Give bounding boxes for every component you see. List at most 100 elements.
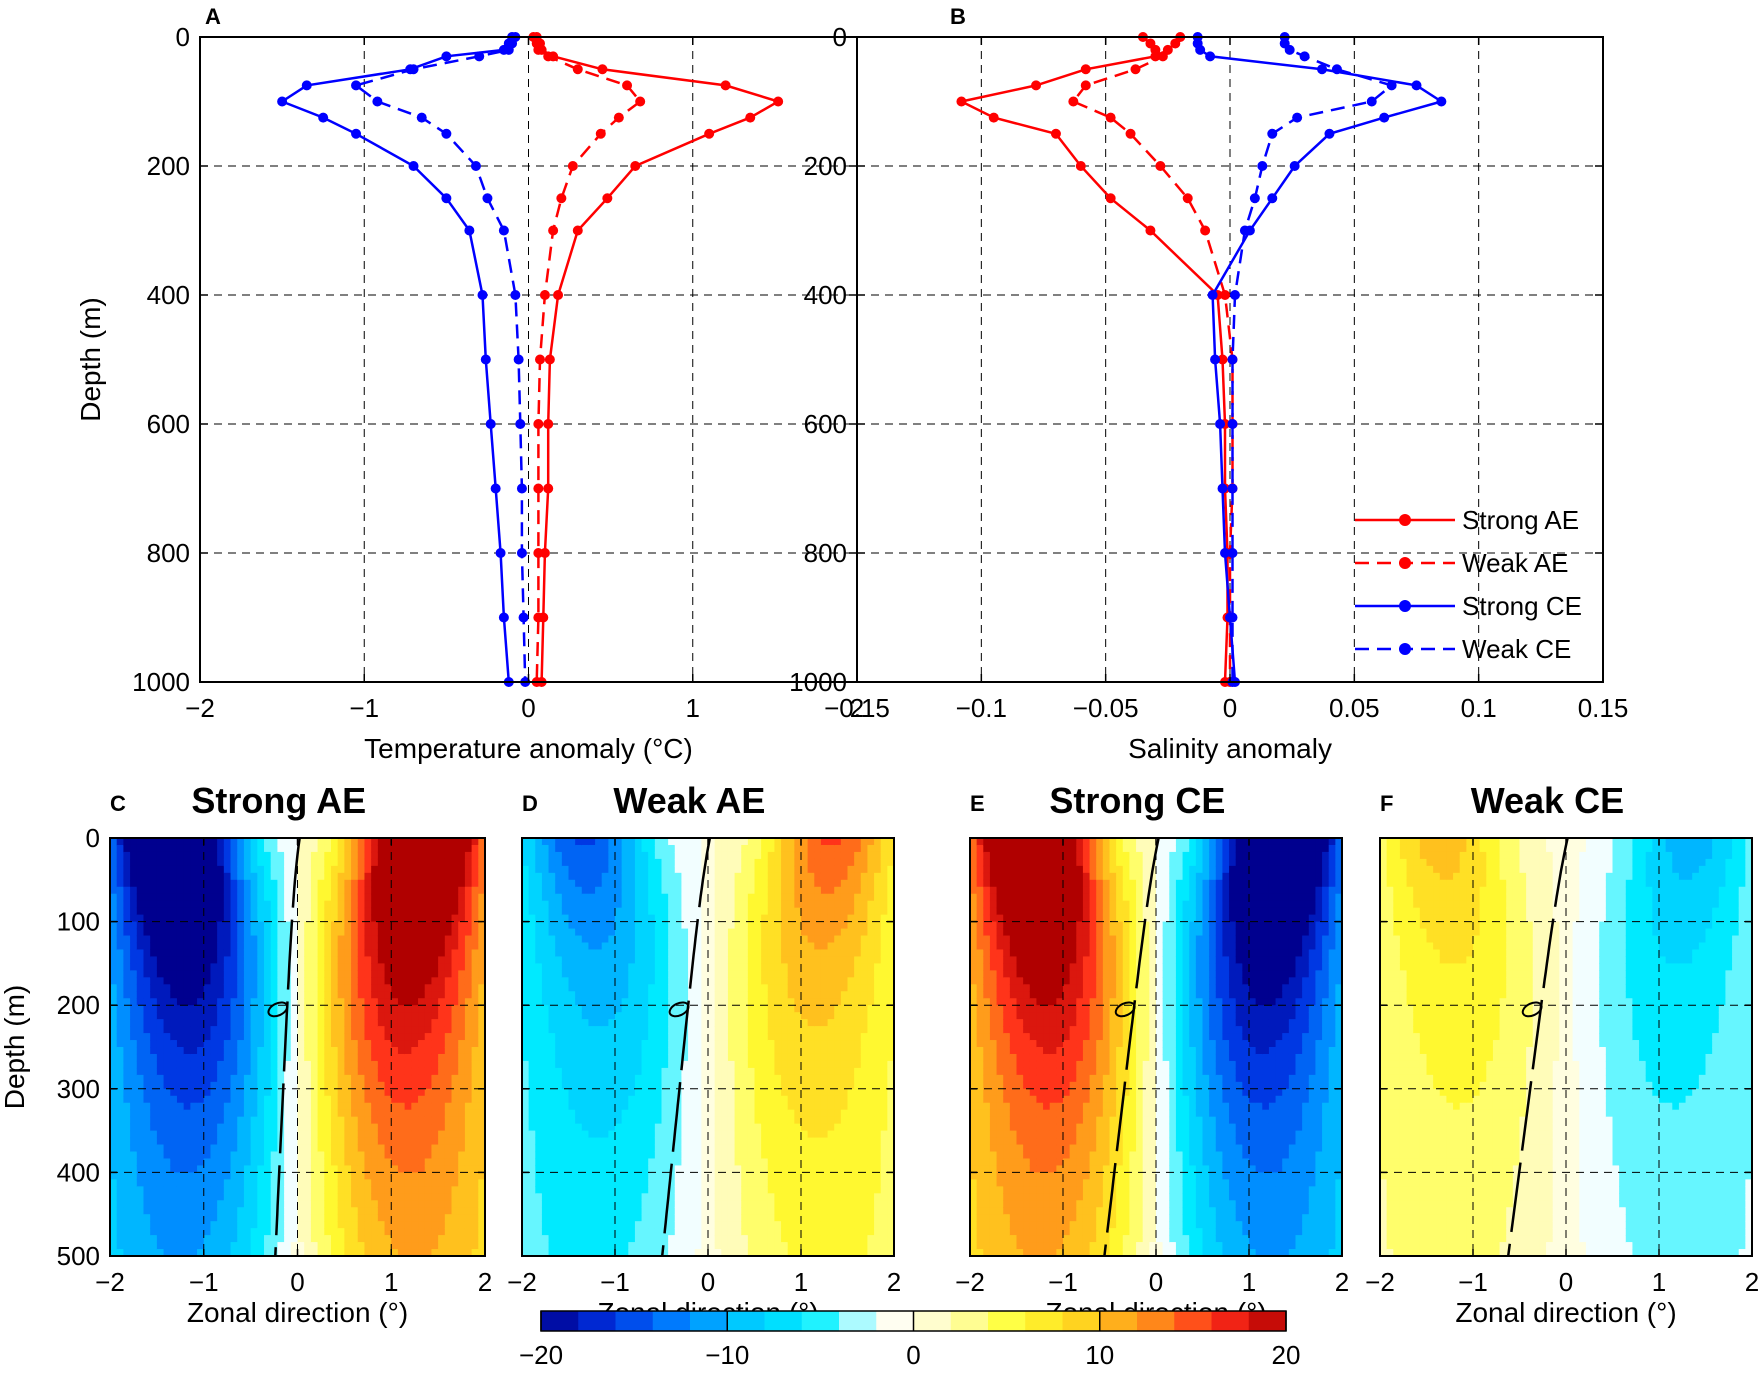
heatmap-cell	[581, 1193, 590, 1201]
heatmap-cell	[357, 838, 366, 846]
heatmap-cell	[270, 998, 279, 1006]
heatmap-cell	[337, 1060, 345, 1069]
heatmap-cell	[588, 844, 596, 853]
heatmap-cell	[116, 1249, 124, 1257]
heatmap-cell	[277, 893, 285, 902]
heatmap-cell	[535, 1228, 543, 1236]
heatmap-cell	[471, 1207, 479, 1215]
heatmap-cell	[404, 1116, 412, 1125]
heatmap-cell	[264, 844, 272, 853]
heatmap-cell	[411, 838, 419, 846]
heatmap-cell	[438, 963, 446, 971]
heatmap-cell	[324, 1144, 332, 1153]
heatmap-cell	[357, 900, 366, 909]
heatmap-cell	[464, 1200, 473, 1208]
heatmap-cell	[351, 1026, 359, 1034]
heatmap-cell	[561, 1179, 570, 1187]
heatmap-cell	[581, 1200, 590, 1208]
heatmap-cell	[197, 1012, 205, 1020]
heatmap-cell	[418, 851, 426, 860]
heatmap-cell	[471, 1123, 479, 1132]
heatmap-cell	[270, 984, 279, 992]
heatmap-cell	[156, 1088, 165, 1097]
heatmap-cell	[391, 1158, 399, 1167]
heatmap-cell	[217, 921, 225, 930]
heatmap-cell	[588, 991, 596, 999]
heatmap-cell	[351, 1116, 359, 1125]
heatmap-cell	[391, 1109, 399, 1118]
legend-label: Strong AE	[1462, 505, 1579, 535]
heatmap-cell	[357, 1005, 366, 1013]
heatmap-cell	[458, 1109, 466, 1118]
heatmap-cell	[351, 886, 359, 895]
heatmap-cell	[143, 1221, 151, 1229]
heatmap-cell	[304, 914, 312, 923]
heatmap-cell	[257, 1214, 265, 1222]
heatmap-cell	[176, 1158, 185, 1167]
heatmap-cell	[197, 1047, 205, 1055]
heatmap-cell	[391, 900, 399, 909]
heatmap-cell	[310, 991, 319, 999]
heatmap-cell	[595, 1012, 603, 1020]
heatmap-cell	[464, 865, 473, 874]
heatmap-cell	[595, 1074, 603, 1083]
heatmap-cell	[418, 865, 426, 874]
heatmap-cell	[123, 921, 131, 930]
heatmap-cell	[397, 1158, 406, 1167]
heatmap-cell	[471, 1144, 479, 1153]
heatmap-cell	[548, 1249, 556, 1257]
heatmap-cell	[411, 1060, 419, 1069]
heatmap-cell	[130, 1200, 138, 1208]
heatmap-cell	[116, 991, 124, 999]
heatmap-cell	[116, 1060, 124, 1069]
heatmap-cell	[304, 1235, 312, 1243]
heatmap-cell	[451, 1172, 459, 1180]
heatmap-cell	[270, 1144, 279, 1153]
heatmap-cell	[568, 1026, 576, 1034]
heatmap-cell	[424, 879, 433, 888]
heatmap-cell	[471, 1047, 479, 1055]
heatmap-cell	[621, 1130, 629, 1139]
heatmap-cell	[654, 879, 663, 888]
heatmap-cell	[310, 1130, 319, 1139]
heatmap-cell	[404, 1033, 412, 1041]
heatmap-cell	[310, 1019, 319, 1027]
heatmap-cell	[661, 1081, 669, 1090]
heatmap-cell	[418, 1067, 426, 1076]
heatmap-cell	[136, 1221, 145, 1229]
heatmap-cell	[478, 1047, 486, 1055]
heatmap-cell	[608, 1047, 616, 1055]
heatmap-cell	[391, 865, 399, 874]
heatmap-cell	[377, 921, 386, 930]
heatmap-cell	[264, 1172, 272, 1180]
heatmap-cell	[351, 942, 359, 951]
heatmap-cell	[170, 1081, 178, 1090]
heatmap-cell	[203, 900, 212, 909]
heatmap-cell	[634, 928, 643, 937]
heatmap-cell	[190, 1144, 198, 1153]
heatmap-cell	[568, 956, 576, 964]
heatmap-cell	[615, 1047, 623, 1055]
heatmap-cell	[464, 914, 473, 923]
heatmap-cell	[284, 1193, 292, 1201]
heatmap-cell	[397, 1144, 406, 1153]
heatmap-cell	[608, 1088, 616, 1097]
heatmap-cell	[183, 858, 191, 867]
heatmap-cell	[555, 921, 563, 930]
heatmap-cell	[143, 1040, 151, 1048]
heatmap-cell	[444, 851, 453, 860]
heatmap-cell	[150, 1151, 158, 1160]
heatmap-cell	[397, 1186, 406, 1194]
heatmap-cell	[351, 1081, 359, 1090]
heatmap-cell	[237, 949, 245, 958]
heatmap-cell	[183, 970, 191, 978]
heatmap-cell	[418, 900, 426, 909]
heatmap-cell	[351, 1165, 359, 1173]
heatmap-cell	[351, 1200, 359, 1208]
data-point	[1227, 483, 1238, 494]
heatmap-cell	[176, 1214, 185, 1222]
heatmap-cell	[458, 1228, 466, 1236]
heatmap-cell	[528, 1137, 536, 1146]
heatmap-cell	[648, 935, 656, 944]
heatmap-cell	[431, 872, 439, 881]
